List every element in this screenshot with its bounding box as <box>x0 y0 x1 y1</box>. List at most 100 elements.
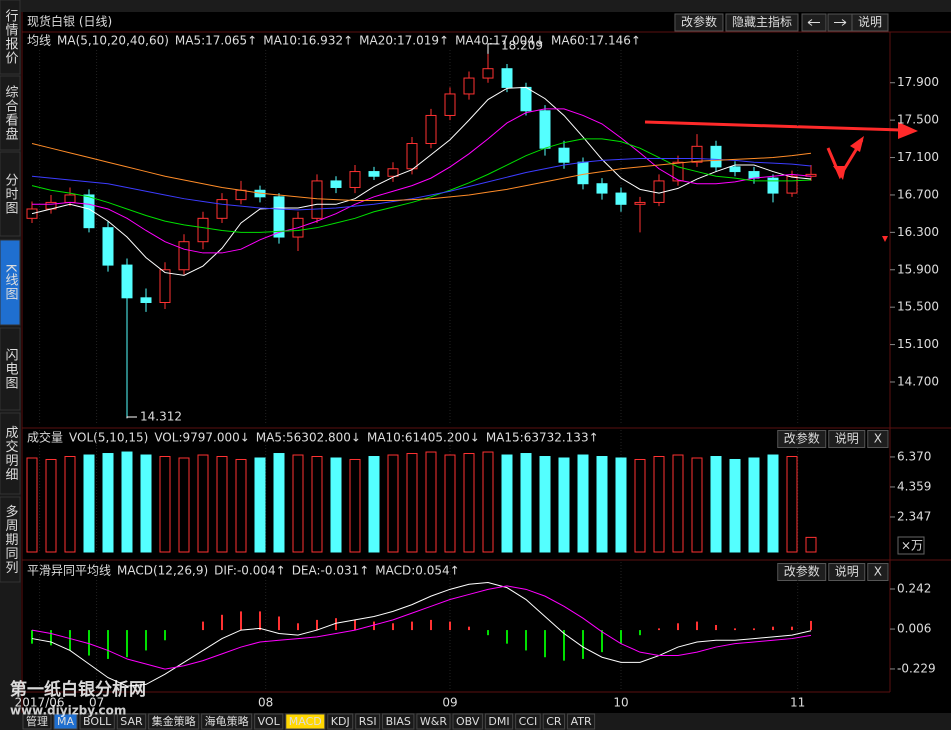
button[interactable] <box>828 430 866 448</box>
x-tick-label: 2017/06 <box>15 696 65 710</box>
button-label: 改参数 <box>784 564 820 579</box>
macd-stick <box>677 623 679 631</box>
sidebar-tab-label: 综合看盘 <box>3 85 19 141</box>
volume-bar <box>710 456 722 553</box>
toolbar-tab[interactable] <box>484 713 514 730</box>
sidebar-tab[interactable] <box>0 239 21 326</box>
button[interactable] <box>674 13 724 32</box>
toolbar-tab[interactable] <box>22 713 52 730</box>
candle-body <box>102 227 114 266</box>
toolbar-tab[interactable] <box>201 713 253 730</box>
button[interactable] <box>867 563 889 581</box>
button-label: 隐藏主指标 <box>732 14 792 29</box>
candle-body <box>615 192 627 205</box>
y-tick-label: 17.900 <box>897 75 939 89</box>
toolbar-tab[interactable] <box>254 713 284 730</box>
candle-body <box>26 208 38 219</box>
button[interactable] <box>777 430 827 448</box>
toolbar-tab-label: SAR <box>120 715 143 728</box>
candle-body <box>406 143 418 170</box>
legend-item: MA5:17.065↑ <box>175 34 257 48</box>
toolbar-tab[interactable] <box>567 713 596 730</box>
toolbar-tab[interactable] <box>116 713 147 730</box>
watermark: 第一纸白银分析网 <box>10 679 146 700</box>
toolbar-tab[interactable] <box>285 713 326 730</box>
macd-stick <box>506 630 508 644</box>
volume-bar <box>577 454 589 553</box>
candle-body <box>786 175 798 194</box>
volume-bar <box>254 457 266 553</box>
y-tick-label: 17.100 <box>897 150 939 164</box>
toolbar-tab[interactable] <box>416 713 451 730</box>
volume-bar <box>292 454 304 553</box>
candle-body <box>197 217 209 243</box>
toolbar-tab[interactable] <box>53 713 78 730</box>
indicator-line <box>32 108 812 254</box>
legend-item: MA20:17.019↑ <box>359 34 449 48</box>
toolbar-tab-label: BIAS <box>386 715 411 728</box>
sidebar-tab-label: 成交明细 <box>3 426 19 482</box>
volume-bar <box>273 453 285 553</box>
candle-body <box>577 161 589 185</box>
nav-arrows[interactable] <box>801 13 853 32</box>
sidebar-tab[interactable] <box>0 412 21 495</box>
toolbar-tab[interactable] <box>542 713 566 730</box>
volume-bar <box>387 454 399 553</box>
x-tick-label: 11 <box>790 696 805 710</box>
sidebar-tab[interactable] <box>0 0 21 75</box>
annotation-leader <box>126 416 137 419</box>
macd-stick <box>487 630 489 636</box>
toolbar-tab[interactable] <box>355 713 381 730</box>
toolbar-tab[interactable] <box>327 713 354 730</box>
volume-bar <box>482 451 494 553</box>
toolbar-tab-label: ATR <box>571 715 592 728</box>
sidebar-tab[interactable] <box>0 151 21 237</box>
annotation-label: 18.209 <box>501 38 543 52</box>
toolbar-tab[interactable] <box>515 713 541 730</box>
candle-body <box>121 264 133 299</box>
candle-body <box>634 201 646 205</box>
toolbar-tab-label: MACD <box>289 715 322 728</box>
toolbar-tab-label: 集金策略 <box>152 714 196 728</box>
volume-bar <box>672 454 684 553</box>
toolbar-tab[interactable] <box>79 713 115 730</box>
macd-stick <box>582 630 584 659</box>
macd-stick <box>50 630 52 646</box>
button[interactable] <box>828 563 866 581</box>
y-tick-label: 0.242 <box>897 581 931 595</box>
volume-bar <box>216 456 228 553</box>
macd-stick <box>753 628 755 631</box>
button[interactable] <box>851 13 889 32</box>
macd-stick <box>525 630 527 651</box>
candle-body <box>596 183 608 194</box>
toolbar-tab[interactable] <box>148 713 200 730</box>
volume-bar <box>539 456 551 553</box>
button[interactable] <box>867 430 889 448</box>
sidebar-tab[interactable] <box>0 496 21 583</box>
macd-stick <box>126 630 128 658</box>
y-tick-label: 15.500 <box>897 300 939 314</box>
unit-label: ×万 <box>901 539 923 553</box>
macd-stick <box>316 619 318 631</box>
macd-stick <box>810 620 812 631</box>
sidebar-tab-label: 多周期同列 <box>3 504 19 575</box>
button[interactable] <box>725 13 799 32</box>
candle-body <box>710 145 722 168</box>
candle-body <box>672 161 684 182</box>
candle-body <box>311 180 323 219</box>
sidebar-tab[interactable] <box>0 327 21 411</box>
toolbar-tab[interactable] <box>382 713 415 730</box>
button[interactable] <box>777 563 827 581</box>
volume-bar <box>406 453 418 553</box>
macd-stick <box>563 630 565 661</box>
macd-stick <box>278 616 280 631</box>
macd-stick <box>544 630 546 658</box>
toolbar-tab-label: W&R <box>420 715 447 728</box>
toolbar-tab[interactable] <box>452 713 483 730</box>
volume-bar <box>140 454 152 553</box>
macd-stick <box>696 621 698 631</box>
macd-stick <box>202 621 204 631</box>
sidebar-tab[interactable] <box>0 75 21 151</box>
candle-body <box>558 147 570 163</box>
